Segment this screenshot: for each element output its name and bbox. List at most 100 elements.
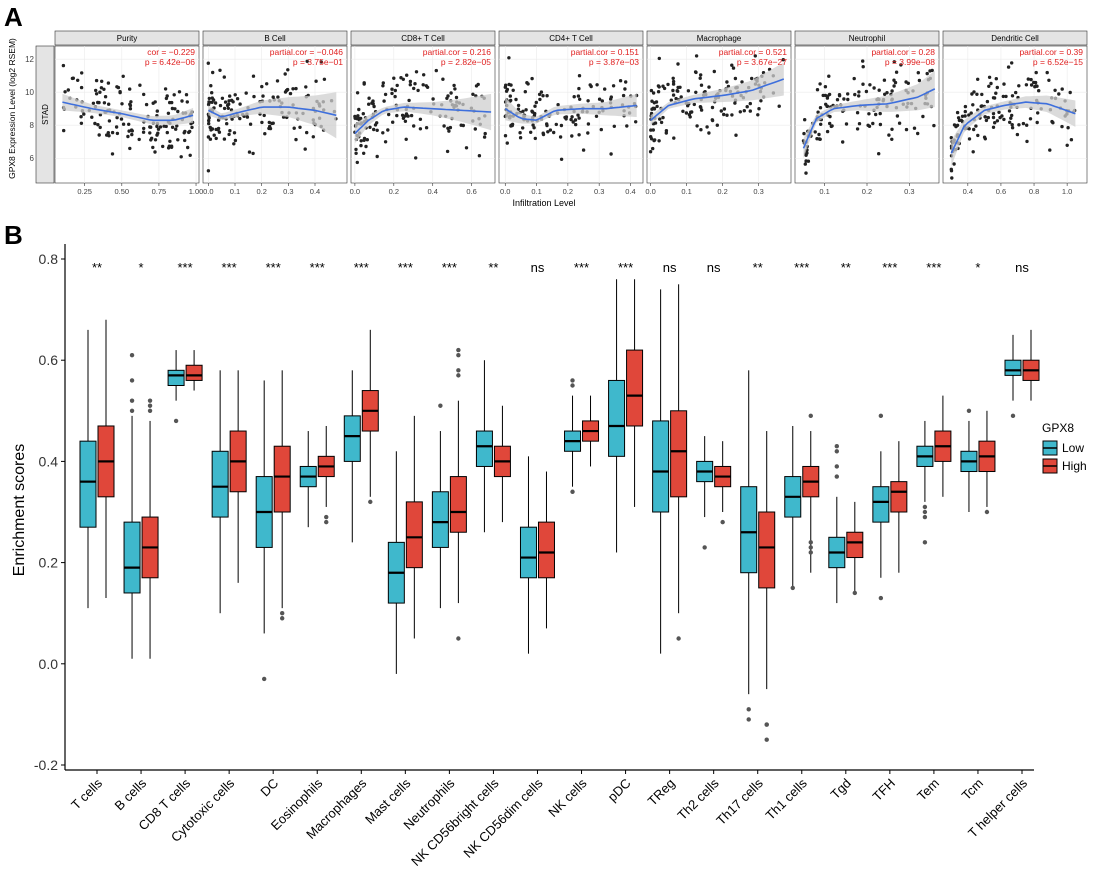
scatter-point [1065, 143, 1069, 147]
fit-line [950, 101, 1076, 154]
scatter-point [722, 107, 727, 111]
scatter-point [361, 112, 365, 116]
scatter-point [115, 85, 119, 89]
scatter-point [609, 95, 613, 99]
scatter-point [235, 97, 240, 101]
scatter-point [611, 84, 616, 88]
scatter-point [128, 107, 133, 111]
significance-label: *** [310, 260, 325, 275]
scatter-point [1068, 90, 1072, 95]
scatter-point [461, 123, 465, 128]
scatter-point [292, 126, 296, 130]
scatter-point [676, 62, 680, 66]
scatter-point [992, 96, 997, 100]
scatter-point [71, 76, 76, 80]
scatter-point [114, 125, 119, 129]
box-low [916, 420, 934, 545]
scatter-point [286, 68, 290, 72]
scatter-point [393, 94, 397, 99]
scatter-point [874, 112, 878, 117]
scatter-point [151, 101, 155, 105]
scatter-point [118, 90, 122, 95]
scatter-point [890, 127, 894, 131]
scatter-point [695, 124, 699, 128]
scatter-point [110, 130, 115, 135]
scatter-point [473, 127, 477, 131]
scatter-point [471, 92, 475, 97]
scatter-point [79, 121, 84, 126]
scatter-point [1025, 123, 1029, 127]
scatter-point [121, 74, 125, 79]
scatter-point [391, 120, 395, 124]
scatter-point [477, 154, 482, 158]
outlier-point [129, 398, 135, 403]
outlier-point [147, 408, 153, 413]
scatter-point [564, 115, 569, 119]
x-tick-label: 0.8 [1029, 187, 1039, 196]
scatter-point [507, 82, 511, 87]
scatter-point [412, 86, 416, 91]
scatter-point [725, 80, 729, 84]
scatter-point [987, 75, 992, 80]
x-tick-label: 0.1 [819, 187, 829, 196]
significance-label: ** [753, 260, 763, 275]
significance-label: *** [926, 260, 941, 275]
scatter-point [409, 113, 414, 118]
box-low [343, 370, 361, 543]
scatter-point [176, 109, 180, 114]
outlier-point [834, 464, 840, 469]
box-high [890, 441, 908, 573]
scatter-point [102, 101, 107, 105]
x-tick-label: 0.50 [114, 187, 129, 196]
box-high [978, 410, 996, 515]
x-tick-label: B cells [111, 775, 149, 813]
confidence-band [650, 62, 784, 126]
panel-title: CD8+ T Cell [401, 34, 445, 43]
scatter-point [817, 132, 821, 137]
scatter-point [699, 83, 704, 87]
scatter-point [225, 122, 229, 126]
significance-label: *** [618, 260, 633, 275]
scatter-point [170, 125, 175, 129]
box-high [758, 431, 776, 742]
scatter-point [291, 87, 295, 91]
scatter-point [967, 137, 972, 141]
y-tick-label: 10 [25, 88, 34, 97]
outlier-point [808, 550, 813, 555]
category-group: ***Mast cells [362, 260, 423, 827]
panel-label-b: B [4, 220, 23, 250]
scatter-point [742, 109, 746, 113]
scatter-point [950, 176, 954, 180]
scatter-point [222, 137, 227, 141]
box-high [141, 398, 159, 659]
scatter-point [400, 113, 405, 118]
scatter-point [904, 127, 909, 132]
scatter-point [1060, 124, 1064, 129]
scatter-point [1069, 138, 1074, 142]
scatter-point [431, 97, 435, 101]
scatter-point [586, 131, 590, 135]
scatter-point [514, 97, 518, 102]
scatter-point [960, 114, 965, 119]
scatter-point [367, 96, 371, 100]
scatter-point [963, 114, 967, 118]
scatter-point [600, 99, 604, 103]
scatter-point [103, 95, 108, 99]
scatter-point [963, 109, 967, 114]
scatter-point [155, 109, 159, 113]
scatter-point [268, 126, 273, 131]
box-low [519, 456, 537, 654]
significance-label: *** [354, 260, 369, 275]
box-low [652, 289, 670, 654]
scatter-point [878, 122, 883, 127]
scatter-point [692, 102, 696, 107]
p-value-stat: p = 2.82e−05 [441, 57, 491, 67]
scatter-point [82, 112, 86, 116]
scatter-point [974, 124, 978, 128]
scatter-point [413, 82, 417, 86]
scatter-point [955, 110, 960, 115]
scatter-point [448, 125, 453, 130]
scatter-point [985, 99, 990, 104]
scatter-point [102, 87, 106, 92]
